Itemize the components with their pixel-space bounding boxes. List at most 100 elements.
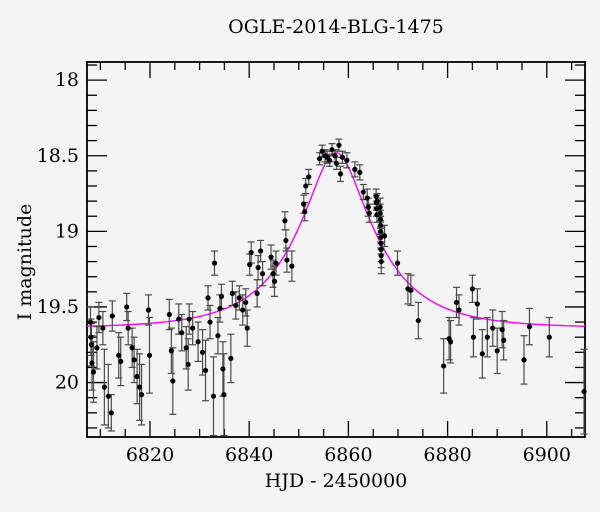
data-point (470, 334, 476, 340)
data-point (105, 393, 111, 399)
data-point (166, 311, 172, 318)
data-point (131, 357, 137, 363)
data-point (282, 218, 288, 224)
data-point (526, 324, 533, 330)
data-point (303, 183, 309, 189)
data-point (360, 189, 366, 195)
data-point (271, 278, 278, 284)
error-bars (86, 138, 588, 437)
y-tick-label: 19.5 (37, 296, 79, 318)
data-point (364, 195, 370, 201)
data-point (317, 156, 323, 162)
data-point (301, 201, 307, 207)
axis-ticks (87, 62, 585, 437)
data-point (183, 345, 189, 351)
data-point (228, 355, 234, 361)
data-point (190, 325, 196, 331)
x-tick-label: 6860 (324, 444, 372, 466)
y-tick-label: 18.5 (37, 145, 79, 167)
data-point (176, 316, 182, 322)
data-point (247, 262, 253, 268)
model-curve (86, 152, 586, 327)
data-point (221, 392, 227, 398)
data-point (494, 348, 500, 354)
data-point (336, 142, 342, 148)
data-point (501, 337, 507, 343)
data-point (205, 295, 211, 301)
data-point (211, 260, 218, 266)
axis-box (86, 61, 586, 438)
data-point (332, 153, 338, 159)
data-point (326, 157, 333, 163)
y-tick-label: 19 (55, 220, 79, 242)
data-point (408, 287, 414, 293)
data-point (109, 313, 115, 319)
data-point (377, 210, 383, 216)
data-point (581, 389, 587, 395)
data-point (220, 366, 226, 372)
data-point (170, 378, 176, 384)
data-point (195, 339, 201, 345)
chart-title: OGLE-2014-BLG-1475 (228, 16, 444, 38)
data-point (124, 304, 130, 310)
x-tick-label: 6900 (523, 444, 571, 466)
data-point (474, 301, 480, 307)
data-point (125, 325, 131, 331)
data-point (373, 193, 379, 200)
data-point (490, 325, 496, 331)
data-point (179, 330, 185, 336)
x-axis-title: HJD - 2450000 (264, 470, 408, 492)
data-point (546, 334, 552, 340)
data-point (394, 260, 401, 266)
data-point (138, 392, 145, 398)
data-point (357, 169, 363, 175)
data-point (94, 345, 100, 351)
data-point (145, 307, 152, 313)
data-point (329, 147, 335, 153)
data-point (233, 302, 239, 309)
x-tick-label: 6880 (423, 444, 471, 466)
data-point (244, 325, 250, 331)
data-point (255, 265, 261, 271)
data-point (378, 258, 384, 265)
data-point (469, 286, 476, 292)
data-point (456, 307, 462, 313)
y-tick-label: 18 (55, 69, 79, 91)
data-point (479, 351, 485, 357)
data-point (236, 295, 242, 301)
data-point (90, 369, 97, 375)
data-point (306, 174, 312, 180)
data-point (185, 361, 191, 368)
data-point (521, 357, 527, 363)
data-point (248, 249, 254, 256)
data-point (88, 342, 95, 348)
data-point (258, 248, 264, 254)
data-point (273, 260, 279, 266)
data-point (259, 271, 266, 277)
data-point (415, 317, 421, 324)
data-point (218, 293, 225, 299)
data-point (337, 171, 344, 177)
data-point (96, 314, 102, 321)
data-point (339, 154, 346, 160)
data-point (134, 373, 140, 380)
data-point (378, 228, 384, 234)
data-point (202, 367, 209, 374)
data-point (365, 204, 371, 210)
data-point (289, 263, 295, 269)
data-point (344, 157, 350, 163)
x-tick-label: 6840 (225, 444, 273, 466)
data-point (217, 305, 223, 312)
data-point (283, 237, 289, 244)
y-tick-label: 20 (55, 372, 79, 394)
data-point (118, 358, 124, 364)
data-point (319, 148, 325, 154)
data-point (284, 257, 290, 263)
data-point (333, 160, 340, 166)
data-point (101, 384, 107, 390)
data-point (374, 198, 380, 204)
data-point (215, 333, 221, 339)
data-point (378, 246, 384, 253)
